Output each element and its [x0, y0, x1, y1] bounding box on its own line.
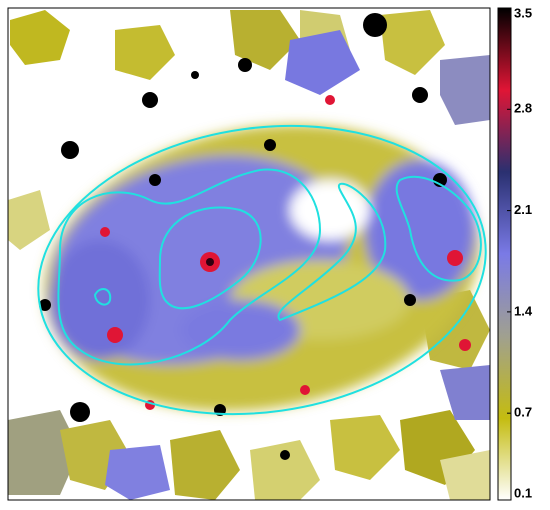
colorbar-tick-label: 1.4	[514, 303, 533, 318]
colorbar-tick-label: 0.1	[514, 485, 532, 500]
colorbar-tick-label: 2.8	[514, 101, 532, 116]
galaxy	[43, 124, 481, 412]
colorbar-scale	[497, 7, 512, 501]
map-frame	[7, 7, 491, 501]
spots	[39, 13, 471, 460]
colorbar-tick-label: 3.5	[514, 5, 532, 20]
colorbar-tick-label: 0.7	[514, 405, 532, 420]
colorbar-tick-label: 2.1	[514, 202, 532, 217]
colorbar: 0.1 0.7 1.4 2.1 2.8 3.5	[497, 5, 533, 501]
map	[8, 8, 490, 500]
outer-patches	[8, 10, 490, 500]
contours	[37, 124, 487, 416]
